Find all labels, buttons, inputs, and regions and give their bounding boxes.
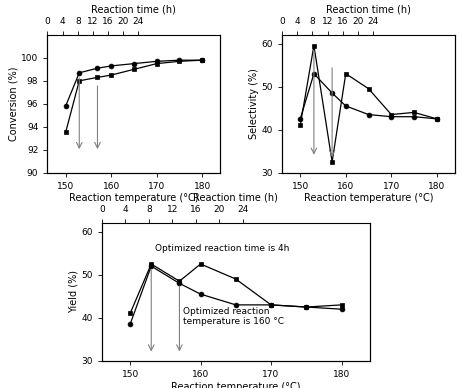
Text: Optimized reaction time is 4h: Optimized reaction time is 4h [155, 244, 289, 253]
Y-axis label: Selectivity (%): Selectivity (%) [249, 68, 259, 139]
X-axis label: Reaction temperature (°C): Reaction temperature (°C) [304, 194, 433, 203]
X-axis label: Reaction time (h): Reaction time (h) [193, 193, 278, 203]
X-axis label: Reaction time (h): Reaction time (h) [91, 5, 176, 15]
Y-axis label: Yield (%): Yield (%) [69, 270, 79, 314]
X-axis label: Reaction time (h): Reaction time (h) [326, 5, 411, 15]
Y-axis label: Conversion (%): Conversion (%) [9, 66, 18, 141]
X-axis label: Reaction temperature (°C): Reaction temperature (°C) [171, 382, 301, 388]
X-axis label: Reaction temperature (°C): Reaction temperature (°C) [69, 194, 199, 203]
Text: Optimized reaction
temperature is 160 °C: Optimized reaction temperature is 160 °C [183, 307, 284, 326]
